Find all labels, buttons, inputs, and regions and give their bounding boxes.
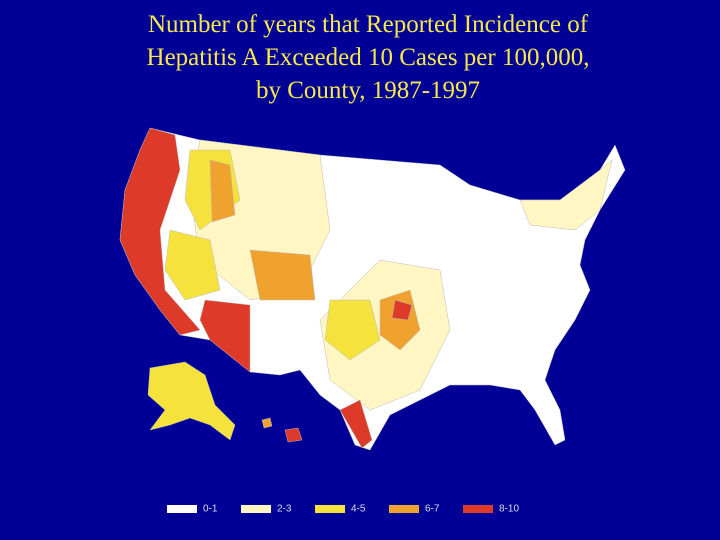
alaska [147,361,236,441]
title-line: Hepatitis A Exceeded 10 Cases per 100,00… [147,44,590,71]
region-red [119,127,201,336]
region-red [199,299,251,373]
region-orange [209,159,236,223]
legend-swatch [315,505,345,513]
hawaii [284,427,303,443]
region-orange [249,249,316,301]
hawaii [261,417,273,429]
region-light [519,159,613,231]
title-line: by County, 1987-1997 [256,77,480,104]
legend-label: 4-5 [351,504,366,515]
legend-label: 6-7 [425,504,440,515]
legend-swatch [167,505,197,513]
us-map [119,127,626,451]
region-red [339,399,373,449]
legend-label: 0-1 [203,504,218,515]
region-yellow [164,229,221,301]
legend: 0-1 2-3 4-5 6-7 8-10 [167,504,519,515]
legend-swatch [241,505,271,513]
legend-swatch [463,505,493,513]
region-yellow [324,299,381,361]
legend-swatch [389,505,419,513]
title-line: Number of years that Reported Incidence … [148,11,589,38]
legend-label: 8-10 [499,504,519,515]
region-red [391,299,413,321]
legend-label: 2-3 [277,504,292,515]
